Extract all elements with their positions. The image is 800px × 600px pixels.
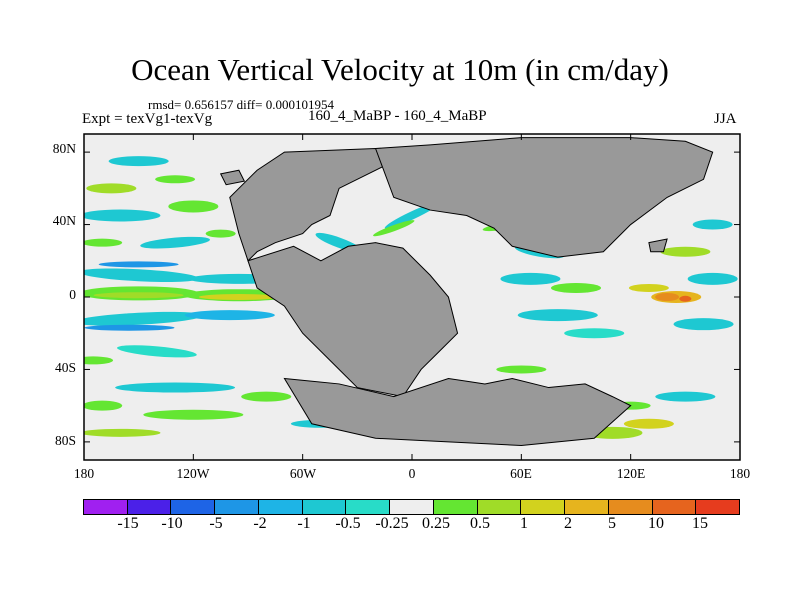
- lat-tick-label: 40S: [54, 360, 76, 375]
- colorbar-label: -15: [117, 515, 139, 532]
- colorbar-swatch: [432, 499, 478, 515]
- velocity-contour: [205, 229, 236, 238]
- landmass: [648, 238, 668, 253]
- landmass: [374, 137, 714, 258]
- velocity-contour: [500, 272, 561, 285]
- velocity-field: [84, 156, 738, 439]
- velocity-contour: [564, 328, 625, 339]
- colorbar-swatch: [389, 499, 434, 515]
- velocity-contour: [86, 183, 137, 194]
- lon-tick-label: 0: [408, 466, 416, 481]
- velocity-contour: [184, 310, 275, 321]
- colorbar-label: -5: [209, 515, 223, 532]
- colorbar-label: 15: [692, 515, 708, 532]
- velocity-contour: [155, 175, 196, 184]
- colorbar-label: 0.5: [470, 515, 490, 532]
- velocity-contour: [93, 292, 184, 299]
- velocity-contour: [496, 365, 547, 374]
- landmass: [283, 377, 632, 447]
- lon-tick-label: 120W: [176, 466, 210, 481]
- velocity-contour: [84, 268, 199, 283]
- experiment-label: Expt = texVg1-texVg: [82, 111, 213, 127]
- velocity-contour: [673, 318, 734, 331]
- colorbar-label: -0.25: [375, 515, 409, 532]
- colorbar-swatch: [476, 499, 522, 515]
- velocity-contour: [84, 311, 204, 326]
- velocity-contour: [84, 209, 161, 222]
- colorbar-swatch: [170, 499, 216, 515]
- velocity-contour: [108, 156, 169, 167]
- colorbar-label: -1: [297, 515, 311, 532]
- velocity-contour: [687, 272, 738, 285]
- colorbar-swatch: [126, 499, 172, 515]
- velocity-contour: [551, 282, 601, 293]
- velocity-contour: [628, 283, 669, 292]
- velocity-contour: [373, 220, 415, 237]
- velocity-contour: [84, 324, 175, 331]
- velocity-contour: [117, 345, 197, 358]
- lat-tick-label: 80S: [54, 433, 76, 448]
- velocity-contour: [679, 295, 692, 302]
- colorbar-swatch: [214, 499, 259, 515]
- lat-tick-label: 0: [69, 287, 76, 302]
- colorbar-label: 2: [564, 515, 572, 532]
- velocity-contour: [140, 236, 210, 249]
- lon-tick-label: 60E: [510, 466, 532, 481]
- colorbar-swatch: [345, 499, 391, 515]
- colorbar-label: -0.5: [335, 515, 361, 532]
- lon-tick-label: 180: [73, 466, 95, 481]
- colorbar-swatch: [607, 499, 653, 515]
- lon-tick-label: 60W: [289, 466, 317, 481]
- velocity-contour: [98, 261, 179, 268]
- lon-tick-label: 120E: [616, 466, 646, 481]
- colorbar-swatch: [83, 499, 128, 515]
- colorbar-swatch: [695, 499, 741, 515]
- velocity-contour: [655, 391, 716, 402]
- colorbar: [83, 499, 741, 515]
- velocity-contour: [84, 238, 123, 247]
- velocity-contour: [168, 200, 219, 213]
- velocity-contour: [692, 219, 733, 230]
- colorbar-swatch: [564, 499, 609, 515]
- season-label: JJA: [714, 111, 737, 127]
- chart-title: Ocean Vertical Velocity at 10m (in cm/da…: [131, 52, 669, 87]
- colorbar-swatch: [257, 499, 303, 515]
- colorbar-label: 5: [608, 515, 616, 532]
- velocity-contour: [84, 400, 123, 411]
- landmass: [219, 169, 246, 186]
- colorbar-swatch: [651, 499, 697, 515]
- lat-tick-label: 40N: [52, 213, 76, 228]
- landmasses: [219, 137, 714, 447]
- colorbar-label: 10: [648, 515, 664, 532]
- landmass: [247, 242, 459, 398]
- velocity-contour: [241, 391, 292, 402]
- velocity-contour: [655, 293, 680, 301]
- velocity-contour: [84, 356, 114, 365]
- velocity-contour: [198, 294, 279, 300]
- colorbar-label: 0.25: [422, 515, 450, 532]
- velocity-contour: [660, 246, 711, 257]
- velocity-contour: [623, 418, 674, 429]
- colorbar-swatch: [301, 499, 347, 515]
- lat-tick-label: 80N: [52, 141, 76, 156]
- colorbar-label: 1: [520, 515, 528, 532]
- colorbar-label: -2: [253, 515, 267, 532]
- colorbar-swatch: [520, 499, 566, 515]
- velocity-contour: [84, 428, 161, 437]
- lon-tick-label: 180: [729, 466, 751, 481]
- velocity-contour: [517, 309, 598, 322]
- stats-label: rmsd= 0.656157 diff= 0.000101954: [148, 97, 334, 112]
- velocity-contour: [143, 409, 244, 420]
- runs-label: 160_4_MaBP - 160_4_MaBP: [308, 108, 487, 124]
- colorbar-label: -10: [161, 515, 183, 532]
- velocity-contour: [115, 382, 236, 393]
- axis-ticks: [83, 134, 741, 460]
